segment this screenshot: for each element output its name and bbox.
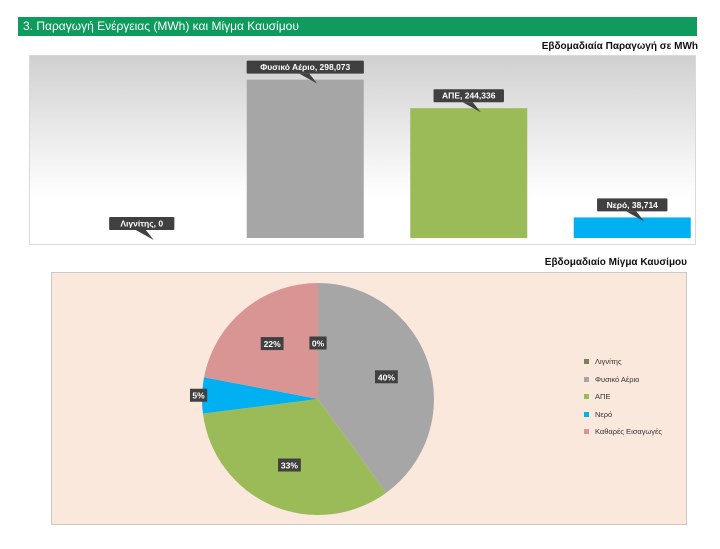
bar-2 [410, 108, 528, 238]
bar-chart-title: Εβδομαδιαία Παραγωγή σε MWh [541, 41, 698, 52]
legend-swatch-3 [584, 411, 589, 417]
pie-slice-1 [318, 283, 434, 493]
bar-data-label-2: ΑΠΕ, 244,336 [433, 89, 504, 113]
bar-data-label-3: Νερό, 38,714 [597, 198, 668, 222]
pie-data-label-3: 5% [189, 388, 208, 402]
legend-swatch-1 [584, 376, 589, 382]
pie-chart-title: Εβδομαδιαίο Μίγμα Καυσίμου [544, 257, 687, 268]
svg-text:40%: 40% [378, 372, 395, 382]
section-title: 3. Παραγωγή Ενέργειας (MWh) και Μίγμα Κα… [23, 19, 299, 33]
pie-data-label-4: 22% [260, 337, 284, 351]
legend-item-4: Καθαρές Εισαγωγές [584, 423, 688, 441]
svg-text:Λιγνίτης, 0: Λιγνίτης, 0 [120, 219, 163, 229]
bar-data-label-1: Φυσικό Αέριο, 298,073 [246, 60, 364, 84]
legend-label-3: Νερό [595, 409, 613, 419]
legend-swatch-2 [584, 394, 589, 400]
bar-3 [573, 217, 691, 238]
legend-label-1: Φυσικό Αέριο [595, 374, 640, 384]
svg-text:Νερό, 38,714: Νερό, 38,714 [607, 200, 659, 210]
legend-item-3: Νερό [584, 406, 688, 424]
svg-text:33%: 33% [281, 461, 298, 471]
bar-1 [246, 79, 364, 239]
legend-item-1: Φυσικό Αέριο [584, 371, 688, 389]
svg-text:22%: 22% [264, 339, 281, 349]
pie-data-label-1: 40% [374, 370, 398, 384]
pie-slice-2 [202, 399, 387, 515]
legend-item-0: Λιγνίτης [584, 353, 688, 371]
section-header: 3. Παραγωγή Ενέργειας (MWh) και Μίγμα Κα… [18, 17, 697, 36]
svg-text:0%: 0% [312, 339, 325, 349]
legend-label-0: Λιγνίτης [595, 357, 622, 367]
pie-data-label-0: 0% [309, 336, 327, 350]
pie-data-label-2: 33% [278, 458, 301, 472]
svg-text:5%: 5% [192, 391, 205, 401]
pie-slice-3 [202, 377, 318, 414]
legend-item-2: ΑΠΕ [584, 388, 688, 406]
legend-swatch-0 [584, 359, 589, 365]
legend-label-4: Καθαρές Εισαγωγές [595, 427, 663, 437]
legend-label-2: ΑΠΕ [595, 392, 611, 402]
svg-text:ΑΠΕ, 244,336: ΑΠΕ, 244,336 [442, 91, 496, 101]
pie-legend: Λιγνίτης Φυσικό Αέριο ΑΠΕ Νερό Καθαρές Εισαγ… [584, 353, 688, 441]
bar-data-label-0: Λιγνίτης, 0 [109, 217, 175, 240]
svg-text:Φυσικό Αέριο, 298,073: Φυσικό Αέριο, 298,073 [260, 62, 350, 72]
legend-swatch-4 [584, 429, 589, 435]
